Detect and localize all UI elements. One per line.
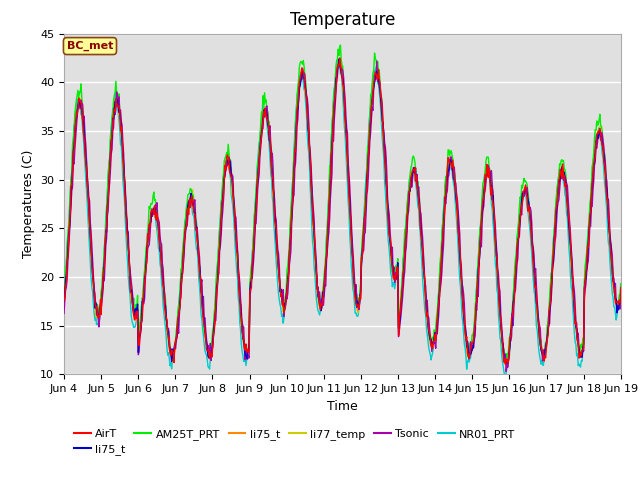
Y-axis label: Temperatures (C): Temperatures (C) <box>22 150 35 258</box>
Legend: AirT, li75_t, AM25T_PRT, li75_t, li77_temp, Tsonic, NR01_PRT: AirT, li75_t, AM25T_PRT, li75_t, li77_te… <box>70 424 520 460</box>
Text: BC_met: BC_met <box>67 41 113 51</box>
Title: Temperature: Temperature <box>290 11 395 29</box>
X-axis label: Time: Time <box>327 400 358 413</box>
